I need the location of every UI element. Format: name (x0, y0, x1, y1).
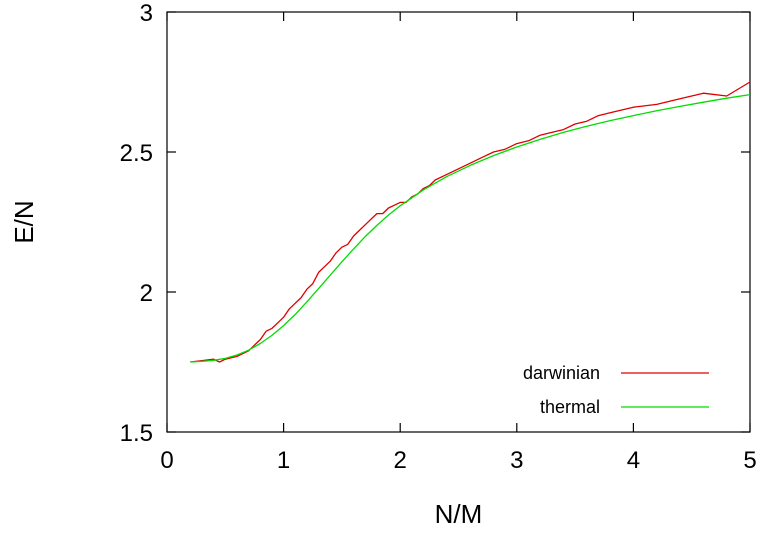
series-line-thermal (190, 93, 751, 363)
legend: darwinian thermal (523, 363, 709, 417)
x-tick-label: 5 (743, 447, 756, 474)
x-tick-label: 0 (160, 447, 173, 474)
x-tick-label: 1 (277, 447, 290, 474)
y-axis-label: E/N (9, 200, 39, 243)
tick-labels-group: 0 1 2 3 4 5 1.5 2 2.5 3 (120, 0, 757, 474)
x-tick-label: 4 (627, 447, 640, 474)
ticks-group (166, 11, 751, 433)
y-tick-label: 1.5 (120, 420, 153, 447)
y-tick-label: 3 (140, 0, 153, 27)
y-tick-label: 2.5 (120, 140, 153, 167)
plot-frame (166, 11, 751, 433)
legend-label-darwinian: darwinian (523, 363, 600, 383)
y-tick-label: 2 (140, 280, 153, 307)
legend-label-thermal: thermal (540, 397, 600, 417)
series-group (190, 81, 751, 363)
x-tick-label: 3 (510, 447, 523, 474)
series-line-darwinian (190, 81, 751, 363)
x-tick-label: 2 (394, 447, 407, 474)
x-axis-label: N/M (435, 499, 483, 529)
